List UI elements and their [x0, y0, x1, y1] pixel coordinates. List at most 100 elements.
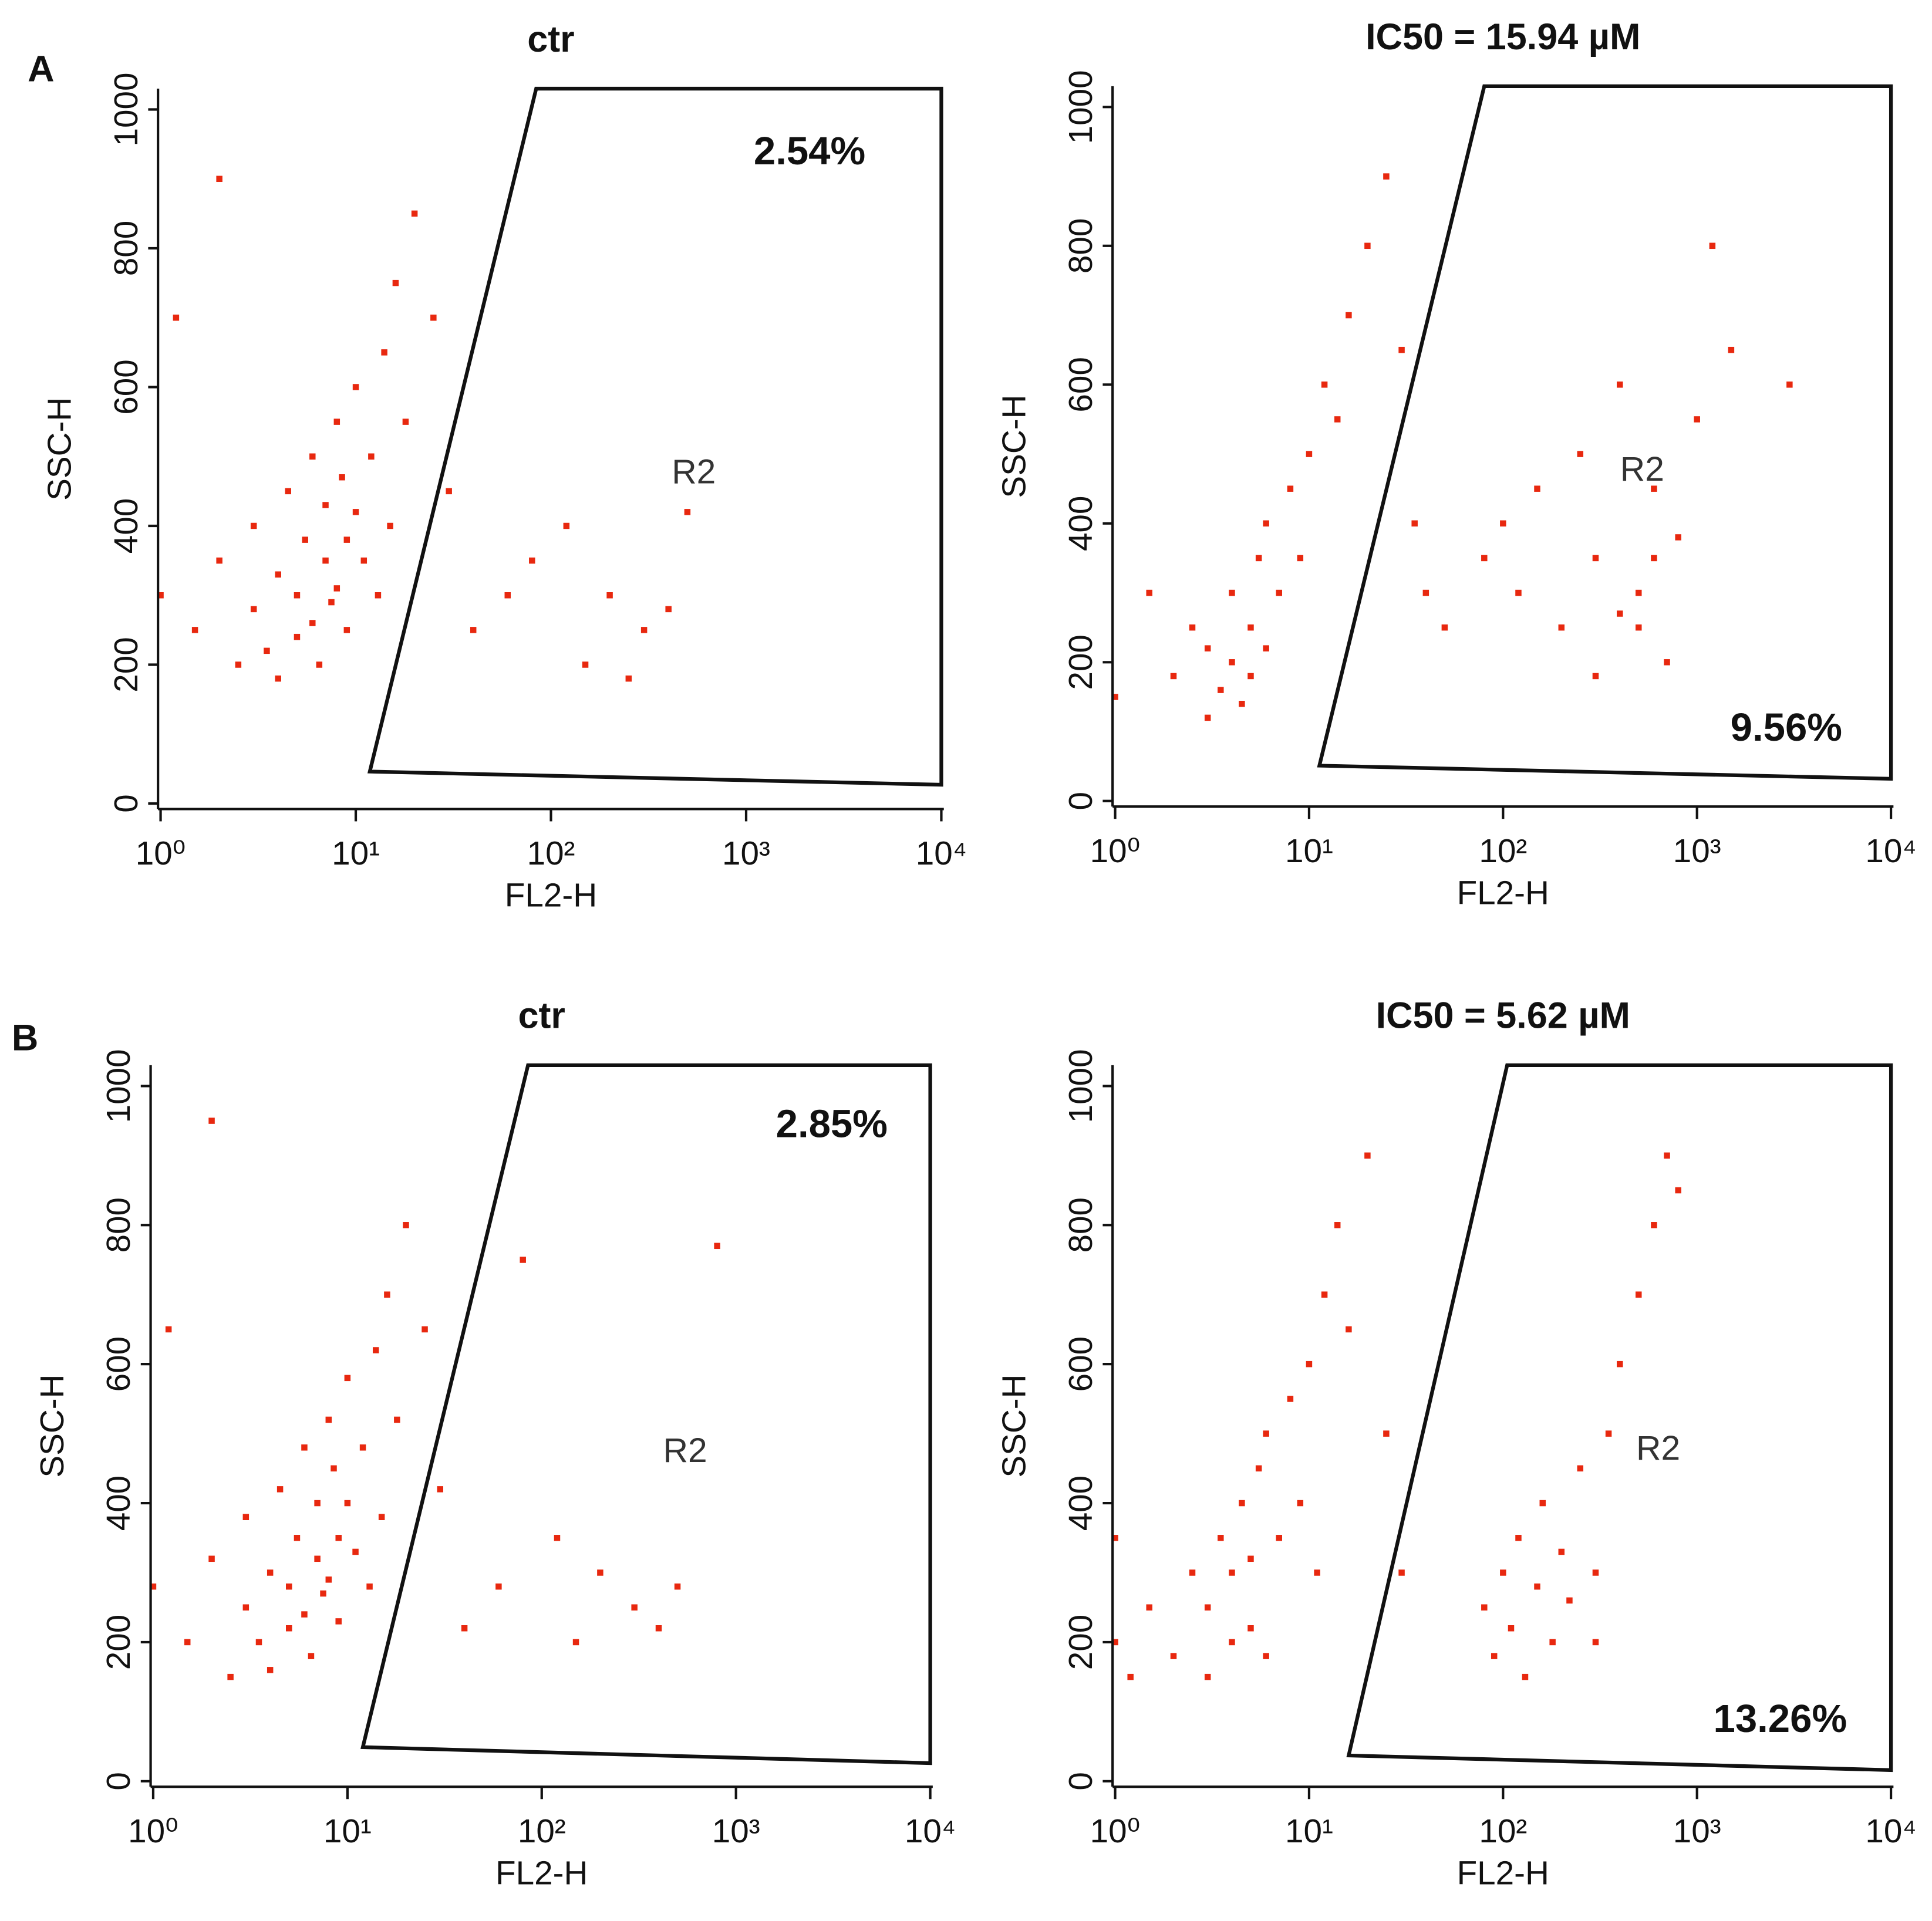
percent-label: 2.85%: [776, 1102, 888, 1146]
point: [157, 592, 164, 599]
point: [1422, 589, 1429, 596]
point: [1297, 555, 1304, 562]
x-tick-label: 10³: [1673, 833, 1721, 870]
region-label: R2: [663, 1432, 707, 1470]
y-tick-label: 1000: [1063, 70, 1100, 144]
point: [563, 522, 570, 529]
point: [1500, 520, 1506, 527]
point: [1411, 520, 1418, 527]
x-tick-label: 10³: [722, 835, 770, 872]
y-tick-label: 800: [1063, 218, 1100, 274]
point: [322, 502, 329, 508]
x-tick-label: 10¹: [1285, 833, 1333, 870]
point: [625, 675, 632, 682]
percent-label: 13.26%: [1713, 1697, 1847, 1741]
point: [1728, 346, 1735, 353]
point: [684, 509, 691, 515]
y-tick-label: 600: [1063, 357, 1100, 412]
point: [335, 1618, 342, 1625]
point: [173, 315, 180, 321]
point: [1239, 1500, 1245, 1507]
point: [1170, 673, 1177, 680]
y-tick-label: 0: [1063, 1772, 1100, 1791]
point: [344, 1375, 351, 1382]
point: [1204, 714, 1211, 721]
point: [352, 509, 359, 515]
point: [1276, 589, 1283, 596]
point: [1204, 1604, 1211, 1611]
point: [1577, 1465, 1584, 1472]
point: [1287, 1396, 1294, 1402]
point: [333, 585, 340, 592]
point: [1786, 382, 1793, 388]
point: [1558, 1548, 1565, 1555]
gate: [1317, 84, 1893, 781]
point: [235, 661, 242, 668]
point: [402, 418, 409, 425]
x-tick-label: 10⁴: [1865, 1813, 1916, 1850]
x-tick-label: 10¹: [332, 835, 380, 872]
point: [1500, 1569, 1506, 1576]
point: [640, 627, 648, 633]
point: [184, 1639, 191, 1646]
point: [1398, 1569, 1405, 1576]
point: [1592, 555, 1599, 562]
y-axis-label: SSC-H: [996, 1374, 1033, 1477]
point: [216, 557, 222, 564]
point: [403, 1222, 409, 1228]
gate: [1346, 1063, 1893, 1773]
point: [1204, 1673, 1211, 1680]
y-tick-label: 600: [100, 1336, 137, 1392]
point: [437, 1486, 443, 1493]
point: [1321, 382, 1328, 388]
x-tick-label: 10³: [712, 1813, 760, 1850]
point: [411, 210, 418, 217]
point: [1636, 589, 1642, 596]
point: [1247, 673, 1254, 680]
point: [1218, 1535, 1224, 1541]
point: [309, 453, 316, 460]
point: [1664, 1152, 1670, 1159]
point: [339, 474, 345, 481]
point: [1218, 687, 1224, 693]
point: [520, 1257, 526, 1263]
point: [1675, 534, 1681, 541]
point: [1263, 1430, 1269, 1437]
x-tick-label: 10²: [527, 835, 575, 872]
y-tick-label: 200: [108, 637, 145, 692]
point: [1255, 1465, 1262, 1472]
chart-title: IC50 = 5.62 µM: [1376, 995, 1630, 1037]
point: [1566, 1597, 1573, 1604]
point: [343, 627, 350, 633]
point: [1651, 485, 1657, 492]
point: [294, 633, 301, 640]
point: [1616, 382, 1623, 388]
y-tick-label: 400: [1063, 1476, 1100, 1531]
point: [1577, 451, 1584, 457]
x-tick-label: 10²: [1479, 833, 1527, 870]
y-axis-label: SSC-H: [34, 1374, 71, 1477]
y-tick-label: 1000: [1063, 1049, 1100, 1123]
region-label: R2: [1620, 450, 1664, 488]
point: [392, 279, 399, 286]
point: [359, 1444, 366, 1451]
point: [1491, 1653, 1498, 1659]
y-tick-label: 600: [108, 359, 145, 414]
point: [165, 1326, 172, 1333]
point: [597, 1569, 603, 1576]
y-tick-label: 200: [100, 1615, 137, 1670]
panel-label: A: [28, 48, 54, 89]
x-tick-label: 10¹: [323, 1813, 372, 1850]
point: [1605, 1430, 1612, 1437]
region-label: R2: [1636, 1429, 1680, 1467]
point: [1189, 1569, 1196, 1576]
point: [1481, 555, 1488, 562]
point: [1297, 1500, 1304, 1507]
point: [1651, 555, 1657, 562]
y-tick-label: 600: [1063, 1336, 1100, 1392]
point: [381, 349, 387, 356]
point: [275, 675, 281, 682]
point: [1651, 1222, 1657, 1228]
point: [286, 1583, 292, 1590]
